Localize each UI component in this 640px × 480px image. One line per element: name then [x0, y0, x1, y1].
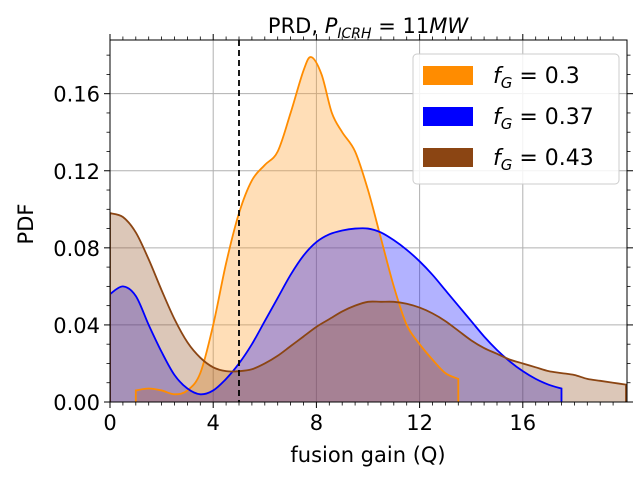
legend-swatch-2: [423, 148, 473, 167]
legend-label-0: fG = 0.3: [493, 64, 580, 92]
series-line-2: [110, 212, 627, 402]
legend-label-2: fG = 0.43: [493, 146, 594, 174]
y-tick-label: 0.12: [53, 160, 100, 184]
legend-swatch-0: [423, 66, 473, 85]
title-prefix: PRD,: [268, 14, 325, 38]
x-tick-label: 12: [406, 411, 433, 435]
legend-swatch-1: [423, 107, 473, 126]
x-tick-label: 4: [207, 411, 220, 435]
chart-title: PRD, PICRH = 11MW: [268, 14, 469, 42]
series-line-0: [134, 56, 460, 402]
legend-label-1: fG = 0.37: [493, 105, 594, 133]
x-axis-label: fusion gain (Q): [290, 443, 445, 467]
legend: fG = 0.3 fG = 0.37 fG = 0.43: [412, 53, 620, 185]
x-tick-label: 0: [103, 411, 116, 435]
title-subscript: ICRH: [337, 26, 372, 42]
axis-ticks: 0 4 8 12 16 0.00 0.04 0.08 0.12 0.16: [53, 34, 633, 435]
series-layer: [110, 56, 627, 402]
title-unit: MW: [429, 14, 469, 38]
y-axis-label: PDF: [14, 204, 38, 245]
plot-frame: [109, 39, 628, 403]
title-value: = 11: [372, 14, 430, 38]
x-tick-label: 16: [509, 411, 536, 435]
title-symbol: P: [325, 14, 338, 38]
series-area-0: [135, 57, 459, 402]
y-tick-label: 0.04: [53, 314, 100, 338]
y-tick-label: 0.08: [53, 237, 100, 261]
series-line-1: [110, 227, 563, 402]
y-tick-label: 0.00: [53, 391, 100, 415]
x-tick-label: 8: [310, 411, 323, 435]
y-tick-label: 0.16: [53, 83, 100, 107]
